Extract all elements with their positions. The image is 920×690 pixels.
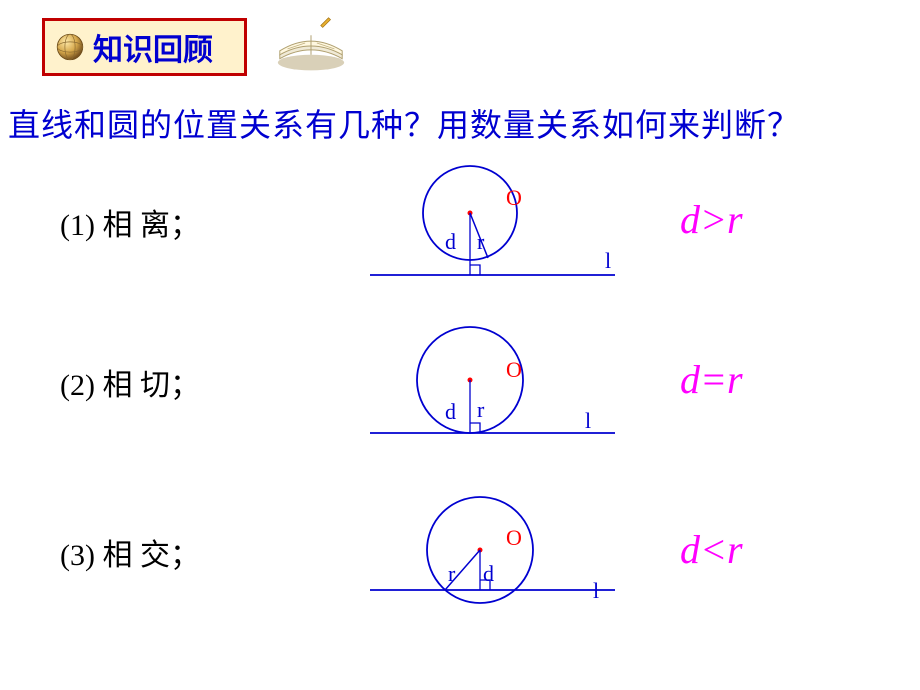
label-d: d xyxy=(445,399,456,424)
label-O: O xyxy=(506,185,522,210)
label-O: O xyxy=(506,357,522,382)
label-r: r xyxy=(477,229,485,254)
header-title: 知识回顾 xyxy=(93,25,213,69)
globe-icon xyxy=(53,30,87,64)
row-formula: d=r xyxy=(680,356,743,403)
diagram-svg: O d r l xyxy=(360,160,620,300)
label-l: l xyxy=(605,248,611,273)
diagram-svg: O d r l xyxy=(360,320,620,460)
row-label: (2) 相 切； xyxy=(60,360,200,404)
row-label: (3) 相 交； xyxy=(60,530,200,574)
diagram-svg: O d r l xyxy=(360,490,620,630)
row-diagram: O d r l xyxy=(360,320,620,465)
label-O: O xyxy=(506,525,522,550)
label-d: d xyxy=(483,561,494,586)
row-diagram: O d r l xyxy=(360,160,620,305)
row-diagram: O d r l xyxy=(360,490,620,635)
book-icon xyxy=(272,15,350,75)
row-formula: d>r xyxy=(680,196,743,243)
header-box: 知识回顾 xyxy=(42,18,247,76)
row-formula: d<r xyxy=(680,526,743,573)
label-r: r xyxy=(448,561,456,586)
row-label: (1) 相 离； xyxy=(60,200,200,244)
question-text: 直线和圆的位置关系有几种？用数量关系如何来判断？ xyxy=(8,100,800,146)
content-row: (3) 相 交； O d r l d<r xyxy=(0,490,920,650)
label-d: d xyxy=(445,229,456,254)
label-l: l xyxy=(593,578,599,603)
content-row: (2) 相 切； O d r l d=r xyxy=(0,320,920,480)
content-row: (1) 相 离； O d r l d>r xyxy=(0,160,920,320)
label-l: l xyxy=(585,408,591,433)
label-r: r xyxy=(477,397,485,422)
